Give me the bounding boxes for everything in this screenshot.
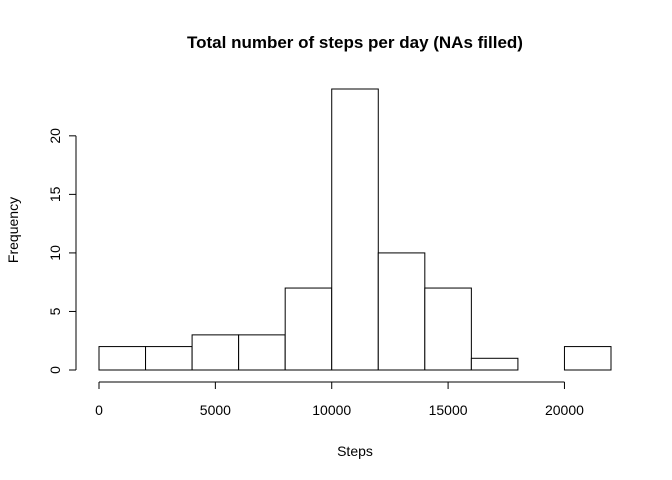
y-tick-label: 5 bbox=[47, 307, 63, 315]
histogram-bar bbox=[284, 287, 333, 371]
y-tick-label: 20 bbox=[47, 128, 63, 144]
chart-title: Total number of steps per day (NAs fille… bbox=[187, 33, 523, 52]
x-tick-label: 20000 bbox=[545, 402, 584, 418]
histogram-bar bbox=[145, 346, 193, 371]
x-tick-label: 0 bbox=[95, 402, 103, 418]
y-tick-label: 0 bbox=[47, 366, 63, 374]
x-tick-label: 15000 bbox=[429, 402, 468, 418]
x-tick-label: 10000 bbox=[312, 402, 351, 418]
y-tick-label: 10 bbox=[47, 245, 63, 261]
histogram-bar bbox=[191, 334, 240, 371]
x-axis: 0 5000 10000 15000 20000 bbox=[95, 381, 584, 418]
y-tick-label: 15 bbox=[47, 186, 63, 202]
histogram-bar bbox=[470, 357, 519, 371]
histogram-bar bbox=[238, 334, 286, 371]
histogram-bar bbox=[377, 252, 426, 371]
bars-group bbox=[98, 88, 612, 371]
histogram-bar bbox=[563, 346, 612, 371]
y-axis: 0 5 10 15 20 bbox=[47, 128, 77, 374]
histogram-bar bbox=[98, 346, 147, 371]
x-tick-label: 5000 bbox=[200, 402, 231, 418]
y-axis-label: Frequency bbox=[5, 197, 21, 263]
x-axis-label: Steps bbox=[337, 443, 373, 459]
histogram-bar bbox=[331, 88, 379, 371]
histogram-bar bbox=[424, 287, 472, 371]
